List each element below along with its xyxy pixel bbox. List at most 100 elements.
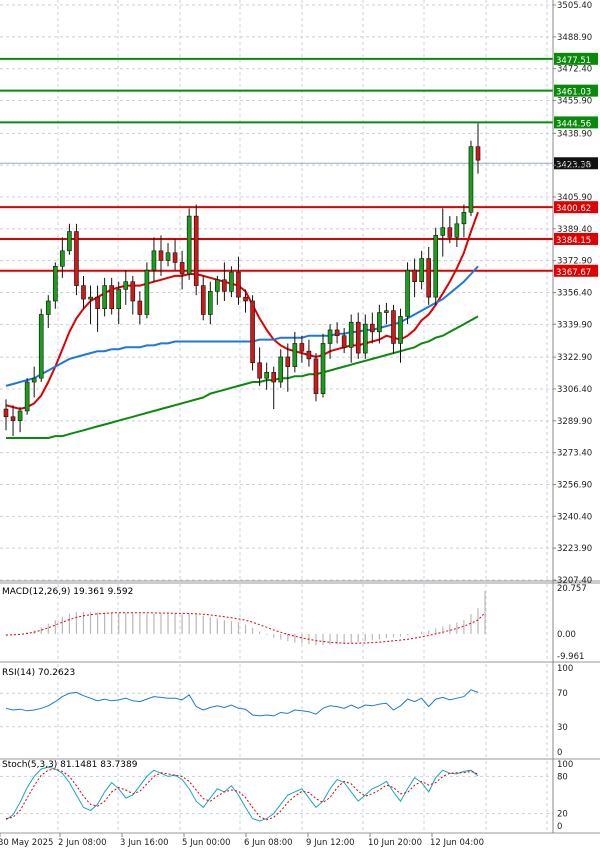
candle-body	[236, 271, 241, 298]
rsi-axis-label: 0	[557, 748, 562, 758]
candle-body	[426, 258, 431, 298]
price-tick-label: 3389.40	[557, 225, 592, 235]
price-tick-label: 3256.90	[557, 480, 592, 490]
macd-label: MACD(12,26,9) 19.361 9.592	[2, 587, 133, 597]
rsi-axis-label: 30	[557, 723, 568, 733]
time-tick-label: 2 Jun 08:00	[58, 838, 107, 848]
current-price-box	[554, 157, 598, 170]
candle-body	[207, 291, 213, 315]
rsi-axis-label: 70	[557, 689, 568, 699]
price-tick-label: 3422.40	[557, 161, 592, 171]
level-label: 3367.67	[556, 268, 591, 278]
stoch-axis-label: 20	[557, 810, 568, 820]
stoch-label: Stoch(5,3,3) 81.1481 83.7389	[2, 760, 138, 770]
candle-body	[45, 300, 51, 315]
candle-body	[391, 310, 396, 344]
candle-body	[440, 227, 446, 236]
candle-body	[433, 235, 439, 298]
price-tick-label: 3356.40	[557, 289, 592, 299]
candle-body	[109, 285, 114, 310]
candle-body	[144, 269, 150, 315]
level-label-box	[554, 84, 598, 97]
stoch-axis-label: 0	[557, 822, 562, 832]
price-tick-label: 3273.40	[557, 449, 592, 459]
candle-body	[327, 329, 333, 344]
time-tick-label: 12 Jun 04:00	[430, 838, 484, 848]
candle-body	[74, 231, 79, 286]
candle-body	[151, 250, 157, 271]
rsi-axis-label: 100	[557, 664, 573, 674]
level-label: 3461.03	[556, 88, 591, 98]
candle-body	[24, 381, 30, 412]
axis-labels: 30 May 2025 2 Jun 08:00 3 Jun 16:00 5 Jun 0…	[0, 833, 484, 848]
current-price-label: 3423.38	[556, 160, 591, 170]
candle-body	[468, 146, 474, 213]
price-axis: 3477.51 3461.03 3444.56 3400.62 3384.15 3367.…	[552, 0, 598, 833]
level-label-box	[554, 201, 598, 214]
price-tick-label: 3223.90	[557, 544, 592, 554]
candle-body	[229, 271, 234, 292]
candle-body	[60, 250, 65, 267]
candle-body	[475, 146, 481, 161]
candle-body	[348, 321, 354, 348]
time-tick-label: 3 Jun 16:00	[120, 838, 169, 848]
candle-body	[306, 350, 312, 360]
price-tick-label: 3488.90	[557, 33, 592, 43]
candle-body	[67, 231, 72, 252]
level-label: 3444.56	[556, 119, 591, 129]
candle-body	[95, 296, 100, 310]
time-tick-label: 30 May 2025	[0, 838, 53, 848]
candle-body	[257, 362, 262, 379]
candle-body	[186, 215, 192, 275]
candle-body	[370, 323, 375, 333]
candle-body	[193, 215, 199, 286]
level-label: 3400.62	[556, 204, 591, 214]
price-tick-label: 3322.90	[557, 353, 592, 363]
level-label: 3477.51	[556, 56, 591, 66]
candle-body	[3, 408, 9, 418]
candle-body	[362, 323, 368, 354]
support-resistance-lines	[0, 57, 553, 272]
candle-body	[412, 269, 417, 283]
candle-body	[130, 281, 136, 302]
level-label-box	[554, 232, 598, 245]
stoch-axis-label: 100	[557, 760, 573, 770]
candle-body	[355, 321, 361, 354]
stoch-signal-line	[5, 768, 479, 821]
macd-axis-label: 0.00	[557, 630, 576, 640]
macd-axis-label: -9.961	[557, 652, 584, 662]
macd-axis-label: 20.757	[557, 584, 587, 594]
candle-body	[320, 343, 326, 394]
price-tick-label: 3339.90	[557, 320, 592, 330]
candle-body	[461, 211, 467, 225]
candle-body	[158, 250, 164, 261]
candle-body	[165, 252, 171, 261]
candle-body	[179, 262, 185, 275]
candle-body	[17, 410, 23, 421]
candle-body	[405, 269, 410, 317]
rsi-label: RSI(14) 70.2623	[2, 668, 75, 678]
candle-body	[341, 335, 347, 348]
candle-body	[250, 300, 255, 364]
candle-body	[222, 279, 227, 292]
time-tick-label: 10 Jun 20:00	[368, 838, 422, 848]
price-tick-label: 3289.90	[557, 417, 592, 427]
candle-body	[384, 310, 389, 313]
candle-body	[271, 372, 277, 383]
price-tick-label: 3505.40	[557, 1, 592, 11]
candle-body	[264, 372, 269, 379]
candle-body	[313, 358, 319, 394]
candle-body	[102, 285, 107, 310]
moving-average-line	[6, 315, 479, 439]
time-tick-label: 6 Jun 08:00	[244, 838, 293, 848]
price-tick-label: 3207.40	[557, 576, 592, 586]
candle-body	[137, 300, 143, 315]
candle-body	[447, 227, 453, 238]
candle-body	[278, 356, 284, 383]
candle-body	[116, 289, 122, 310]
candle-body	[123, 281, 129, 290]
level-label-box	[554, 264, 598, 277]
candle-body	[377, 312, 382, 333]
